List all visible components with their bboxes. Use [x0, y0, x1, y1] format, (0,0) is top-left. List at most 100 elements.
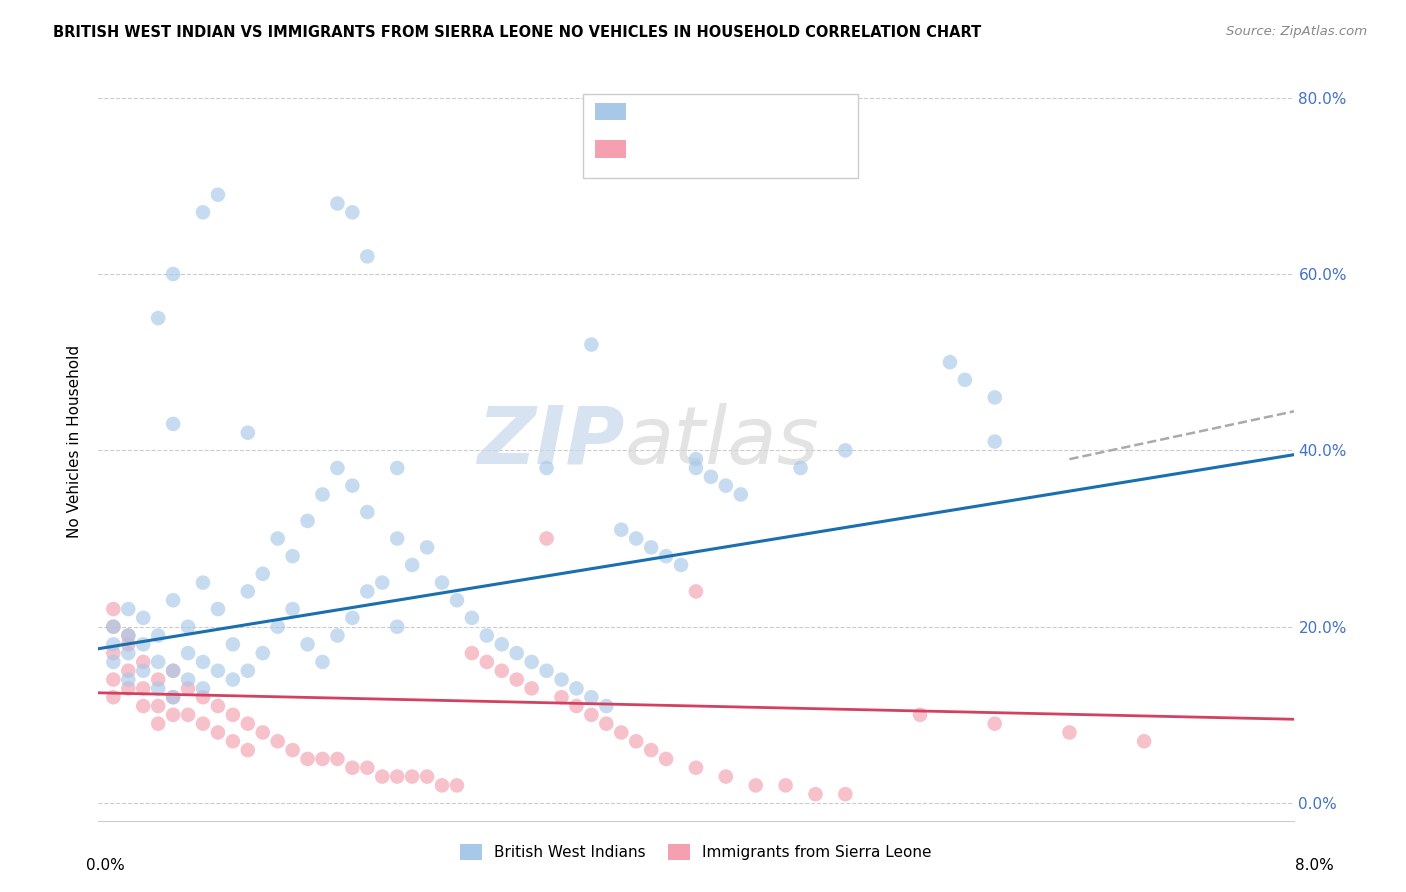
Point	[148, 628, 170, 642]
Point	[550, 673, 572, 687]
Point	[356, 761, 378, 775]
Point	[804, 787, 827, 801]
Point	[714, 478, 737, 492]
Point	[148, 311, 170, 326]
Point	[103, 620, 125, 634]
Point	[626, 532, 648, 546]
Point	[565, 681, 588, 696]
Point	[655, 752, 678, 766]
Point	[236, 425, 259, 440]
Point	[281, 602, 304, 616]
Point	[953, 373, 976, 387]
Point	[371, 770, 394, 784]
Point	[236, 743, 259, 757]
Text: BRITISH WEST INDIAN VS IMMIGRANTS FROM SIERRA LEONE NO VEHICLES IN HOUSEHOLD COR: BRITISH WEST INDIAN VS IMMIGRANTS FROM S…	[53, 25, 981, 40]
Point	[177, 646, 200, 660]
Point	[207, 664, 229, 678]
Point	[162, 707, 184, 722]
Point	[117, 646, 139, 660]
Point	[581, 707, 603, 722]
Point	[506, 673, 529, 687]
Point	[252, 646, 274, 660]
Point	[745, 778, 768, 792]
Point	[640, 743, 662, 757]
Point	[789, 461, 811, 475]
Text: 8.0%: 8.0%	[1295, 858, 1334, 873]
Point	[148, 681, 170, 696]
Point	[103, 620, 125, 634]
Point	[685, 452, 707, 467]
Point	[148, 716, 170, 731]
Point	[252, 566, 274, 581]
Point	[326, 752, 349, 766]
Text: ZIP: ZIP	[477, 402, 624, 481]
Point	[162, 690, 184, 705]
Point	[385, 532, 409, 546]
Point	[581, 337, 603, 351]
Point	[236, 584, 259, 599]
Point	[356, 249, 378, 263]
Point	[267, 734, 290, 748]
Point	[252, 725, 274, 739]
Point	[236, 716, 259, 731]
Point	[132, 664, 155, 678]
Text: R = -0.138   N = 67: R = -0.138 N = 67	[633, 142, 783, 156]
Point	[132, 637, 155, 651]
Point	[342, 611, 364, 625]
Point	[117, 664, 139, 678]
Point	[834, 787, 856, 801]
Point	[834, 443, 856, 458]
Point	[222, 673, 245, 687]
Point	[1059, 725, 1081, 739]
Point	[162, 664, 184, 678]
Point	[700, 470, 723, 484]
Point	[117, 628, 139, 642]
Point	[342, 761, 364, 775]
Point	[103, 646, 125, 660]
Point	[385, 620, 409, 634]
Point	[536, 461, 558, 475]
Point	[685, 461, 707, 475]
Y-axis label: No Vehicles in Household: No Vehicles in Household	[67, 345, 83, 538]
Point	[775, 778, 797, 792]
Point	[565, 699, 588, 714]
Point	[595, 699, 617, 714]
Point	[984, 434, 1007, 449]
Point	[191, 716, 214, 731]
Point	[506, 646, 529, 660]
Point	[162, 593, 184, 607]
Point	[475, 628, 498, 642]
Point	[177, 620, 200, 634]
Point	[520, 681, 543, 696]
Point	[222, 637, 245, 651]
Point	[311, 655, 333, 669]
Point	[177, 681, 200, 696]
Point	[581, 690, 603, 705]
Point	[132, 655, 155, 669]
Point	[446, 778, 468, 792]
Point	[132, 611, 155, 625]
Text: Source: ZipAtlas.com: Source: ZipAtlas.com	[1226, 25, 1367, 38]
Point	[984, 391, 1007, 405]
Point	[103, 637, 125, 651]
Point	[356, 505, 378, 519]
Point	[207, 699, 229, 714]
Point	[520, 655, 543, 669]
Point	[475, 655, 498, 669]
Point	[162, 417, 184, 431]
Point	[461, 611, 484, 625]
Point	[385, 770, 409, 784]
Point	[371, 575, 394, 590]
Point	[536, 532, 558, 546]
Point	[655, 549, 678, 563]
Point	[117, 681, 139, 696]
Text: 0.0%: 0.0%	[86, 858, 125, 873]
Point	[356, 584, 378, 599]
Point	[148, 673, 170, 687]
Point	[177, 707, 200, 722]
Point	[550, 690, 572, 705]
Point	[297, 752, 319, 766]
Point	[191, 205, 214, 219]
Point	[908, 707, 931, 722]
Point	[297, 637, 319, 651]
